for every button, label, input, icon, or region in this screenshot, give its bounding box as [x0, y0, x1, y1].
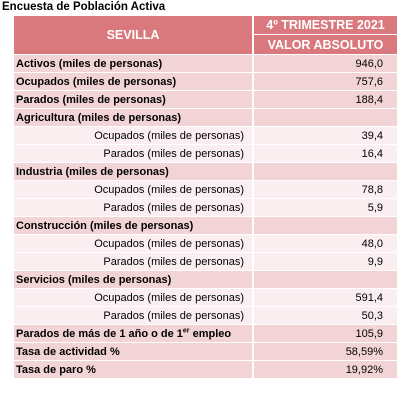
header-period: 4º TRIMESTRE 2021 — [254, 16, 397, 35]
table-row: Ocupados (miles de personas) 757,6 — [14, 72, 397, 90]
row-value: 9,9 — [254, 252, 397, 270]
row-value: 188,4 — [254, 90, 397, 108]
table-row: Parados (miles de personas) 16,4 — [14, 144, 397, 162]
row-value: 78,8 — [254, 180, 397, 198]
row-value: 105,9 — [254, 324, 397, 342]
row-value — [254, 108, 397, 126]
table-row: Parados de más de 1 año o de 1er empleo … — [14, 324, 397, 342]
table-row: Parados (miles de personas) 188,4 — [14, 90, 397, 108]
row-value — [254, 162, 397, 180]
row-value — [254, 216, 397, 234]
header-value-column: 4º TRIMESTRE 2021 VALOR ABSOLUTO — [254, 16, 397, 54]
table-caption: Encuesta de Población Activa — [2, 1, 166, 13]
table-row: Ocupados (miles de personas) 78,8 — [14, 180, 397, 198]
table-row: Agricultura (miles de personas) — [14, 108, 397, 126]
row-value: 58,59% — [254, 342, 397, 360]
table-row: Industria (miles de personas) — [14, 162, 397, 180]
row-value: 50,3 — [254, 306, 397, 324]
row-label: Parados (miles de personas) — [14, 90, 254, 108]
row-label: Tasa de actividad % — [14, 342, 254, 360]
table-row: Parados (miles de personas) 5,9 — [14, 198, 397, 216]
table-row: Construcción (miles de personas) — [14, 216, 397, 234]
row-label: Parados (miles de personas) — [14, 198, 254, 216]
table-row: Tasa de paro % 19,92% — [14, 360, 397, 378]
row-value: 591,4 — [254, 288, 397, 306]
row-value: 757,6 — [254, 72, 397, 90]
row-label: Tasa de paro % — [14, 360, 254, 378]
row-label: Parados (miles de personas) — [14, 306, 254, 324]
row-value: 19,92% — [254, 360, 397, 378]
table-row: Tasa de actividad % 58,59% — [14, 342, 397, 360]
row-value: 39,4 — [254, 126, 397, 144]
row-value: 5,9 — [254, 198, 397, 216]
row-value: 946,0 — [254, 54, 397, 72]
row-label: Activos (miles de personas) — [14, 54, 254, 72]
section-label-industria: Industria (miles de personas) — [14, 162, 254, 180]
table-row: Ocupados (miles de personas) 591,4 — [14, 288, 397, 306]
header-city: SEVILLA — [14, 16, 254, 54]
row-label: Parados (miles de personas) — [14, 252, 254, 270]
row-label: Parados (miles de personas) — [14, 144, 254, 162]
row-label-text-end: empleo — [189, 328, 232, 340]
table-header: SEVILLA 4º TRIMESTRE 2021 VALOR ABSOLUTO — [14, 16, 397, 54]
section-label-construccion: Construcción (miles de personas) — [14, 216, 254, 234]
row-label: Ocupados (miles de personas) — [14, 288, 254, 306]
epa-table: SEVILLA 4º TRIMESTRE 2021 VALOR ABSOLUTO… — [14, 16, 397, 378]
table-row: Ocupados (miles de personas) 48,0 — [14, 234, 397, 252]
table-row: Servicios (miles de personas) — [14, 270, 397, 288]
row-label-text: Parados de más de 1 año o de 1 — [16, 328, 183, 340]
row-label: Ocupados (miles de personas) — [14, 234, 254, 252]
row-label: Parados de más de 1 año o de 1er empleo — [14, 324, 254, 342]
table-row: Parados (miles de personas) 50,3 — [14, 306, 397, 324]
row-label: Ocupados (miles de personas) — [14, 180, 254, 198]
row-label: Ocupados (miles de personas) — [14, 126, 254, 144]
row-value: 16,4 — [254, 144, 397, 162]
table-row: Activos (miles de personas) 946,0 — [14, 54, 397, 72]
row-label: Ocupados (miles de personas) — [14, 72, 254, 90]
header-value-label: VALOR ABSOLUTO — [254, 35, 397, 54]
section-label-servicios: Servicios (miles de personas) — [14, 270, 254, 288]
table-row: Parados (miles de personas) 9,9 — [14, 252, 397, 270]
row-value: 48,0 — [254, 234, 397, 252]
row-label-superscript: er — [182, 327, 190, 335]
section-label-agricultura: Agricultura (miles de personas) — [14, 108, 254, 126]
row-value — [254, 270, 397, 288]
table-row: Ocupados (miles de personas) 39,4 — [14, 126, 397, 144]
